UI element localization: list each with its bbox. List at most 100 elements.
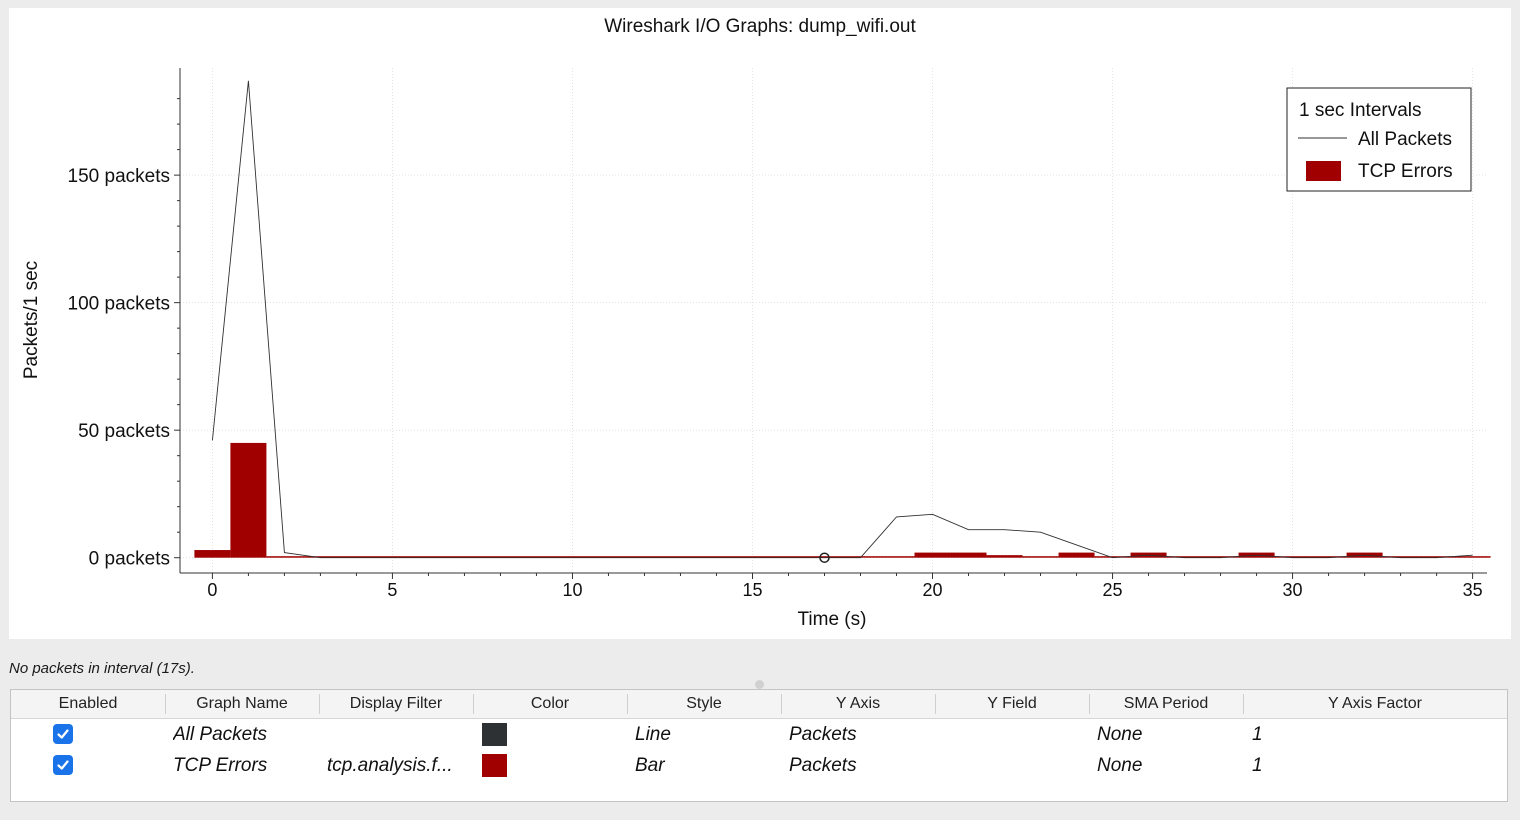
column-header-sma-period[interactable]: SMA Period: [1123, 695, 1209, 712]
y-tick-label: 0 packets: [89, 549, 170, 570]
column-header-graph-name[interactable]: Graph Name: [196, 695, 288, 712]
column-separator[interactable]: [165, 694, 166, 714]
x-tick-label: 25: [1103, 580, 1123, 600]
column-separator[interactable]: [1243, 694, 1244, 714]
legend-title: 1 sec Intervals: [1299, 100, 1422, 121]
bar-tcp-errors: [1274, 556, 1311, 558]
bar-tcp-errors: [1310, 556, 1347, 558]
y-tick-label: 150 packets: [68, 166, 170, 187]
column-separator[interactable]: [935, 694, 936, 714]
bar-tcp-errors: [698, 556, 735, 558]
enabled-checkbox[interactable]: [53, 724, 73, 744]
bar-tcp-errors: [410, 556, 447, 558]
cell-y-axis-factor[interactable]: 1: [1252, 724, 1263, 745]
table-body[interactable]: All Packets Line Packets None 1 TCP Errors tcp…: [11, 719, 1507, 781]
bar-tcp-errors: [338, 556, 375, 558]
y-axis-label: Packets/1 sec: [21, 261, 42, 379]
cell-y-axis[interactable]: Packets: [789, 755, 857, 776]
color-swatch[interactable]: [482, 754, 507, 777]
table-row[interactable]: All Packets Line Packets None 1: [11, 719, 1507, 750]
bar-tcp-errors: [1022, 556, 1059, 558]
bar-tcp-errors: [230, 442, 267, 558]
cell-sma-period[interactable]: None: [1097, 755, 1143, 776]
interval-marker: [819, 552, 830, 563]
bar-tcp-errors: [770, 556, 807, 558]
bar-tcp-errors: [878, 556, 915, 558]
bar-tcp-errors: [590, 556, 627, 558]
checkmark-icon: [57, 760, 69, 770]
legend-entry-all-packets: All Packets: [1358, 129, 1452, 150]
cell-y-axis[interactable]: Packets: [789, 724, 857, 745]
column-separator[interactable]: [627, 694, 628, 714]
graph-table[interactable]: Enabled Graph Name Display Filter Color Styl…: [10, 689, 1508, 802]
column-header-display-filter[interactable]: Display Filter: [349, 695, 443, 712]
cell-y-field[interactable]: [943, 750, 1083, 781]
color-swatch[interactable]: [482, 723, 507, 746]
status-hint: No packets in interval (17s).: [9, 660, 195, 677]
cell-style[interactable]: Line: [635, 724, 671, 745]
splitter-handle[interactable]: [755, 680, 764, 689]
column-header-y-axis-factor[interactable]: Y Axis Factor: [1328, 695, 1422, 712]
bar-tcp-errors: [302, 556, 339, 558]
bar-tcp-errors: [518, 556, 555, 558]
column-separator[interactable]: [1089, 694, 1090, 714]
column-header-color[interactable]: Color: [530, 695, 570, 712]
column-separator[interactable]: [473, 694, 474, 714]
bar-tcp-errors: [914, 552, 951, 558]
enabled-checkbox[interactable]: [53, 755, 73, 775]
bar-tcp-errors: [806, 556, 843, 558]
line-all-packets: [211, 80, 1473, 559]
x-tick-label: 20: [922, 580, 942, 600]
bar-tcp-errors: [482, 556, 519, 558]
bar-tcp-errors: [1058, 552, 1095, 558]
column-separator[interactable]: [781, 694, 782, 714]
cell-y-axis-factor[interactable]: 1: [1252, 755, 1263, 776]
y-tick-label: 50 packets: [78, 421, 170, 442]
x-tick-label: 15: [742, 580, 762, 600]
io-graph-chart[interactable]: Wireshark I/O Graphs: dump_wifi.out 0 5 10 1…: [9, 8, 1511, 639]
column-separator[interactable]: [319, 694, 320, 714]
bar-tcp-errors: [1094, 556, 1131, 558]
legend-entry-tcp-errors: TCP Errors: [1358, 161, 1453, 182]
x-axis-label: Time (s): [798, 609, 867, 630]
x-tick-label: 5: [387, 580, 397, 600]
column-header-y-field[interactable]: Y Field: [987, 695, 1037, 712]
cell-graph-name[interactable]: TCP Errors: [173, 755, 268, 776]
cell-display-filter[interactable]: tcp.analysis.f...: [327, 755, 453, 776]
x-tick-label: 35: [1463, 580, 1483, 600]
legend-bar-swatch: [1306, 161, 1341, 181]
bar-tcp-errors: [950, 552, 987, 558]
bar-tcp-errors: [194, 550, 231, 558]
table-header: Enabled Graph Name Display Filter Color Styl…: [11, 690, 1507, 719]
bar-tcp-errors: [374, 556, 411, 558]
bar-tcp-errors: [734, 556, 771, 558]
legend: 1 sec Intervals All Packets TCP Errors: [1286, 87, 1472, 192]
x-tick-label: 30: [1283, 580, 1303, 600]
bar-tcp-errors: [1454, 556, 1491, 558]
bar-tcp-errors: [842, 556, 879, 558]
bar-tcp-errors: [1166, 556, 1203, 558]
chart-title: Wireshark I/O Graphs: dump_wifi.out: [604, 16, 916, 37]
bar-tcp-errors: [446, 556, 483, 558]
bar-tcp-errors: [986, 555, 1023, 558]
bar-tcp-errors: [554, 556, 591, 558]
bar-tcp-errors: [1418, 556, 1455, 558]
bar-tcp-errors: [1382, 556, 1419, 558]
x-tick-label: 10: [562, 580, 582, 600]
bar-tcp-errors: [266, 556, 303, 558]
column-header-enabled[interactable]: Enabled: [58, 695, 118, 712]
checkmark-icon: [57, 729, 69, 739]
cell-y-field[interactable]: [943, 719, 1083, 750]
cell-graph-name[interactable]: All Packets: [173, 724, 267, 745]
bar-tcp-errors: [626, 556, 663, 558]
table-row[interactable]: TCP Errors tcp.analysis.f... Bar Packets Non…: [11, 750, 1507, 781]
cell-style[interactable]: Bar: [635, 755, 665, 776]
x-tick-label: 0: [207, 580, 217, 600]
column-header-style[interactable]: Style: [686, 695, 722, 712]
column-header-y-axis[interactable]: Y Axis: [835, 695, 881, 712]
cell-display-filter[interactable]: [327, 719, 467, 750]
bar-tcp-errors: [662, 556, 699, 558]
io-graph-panel[interactable]: Wireshark I/O Graphs: dump_wifi.out 0 5 10 1…: [9, 8, 1511, 639]
bar-tcp-errors: [1202, 556, 1239, 558]
cell-sma-period[interactable]: None: [1097, 724, 1143, 745]
